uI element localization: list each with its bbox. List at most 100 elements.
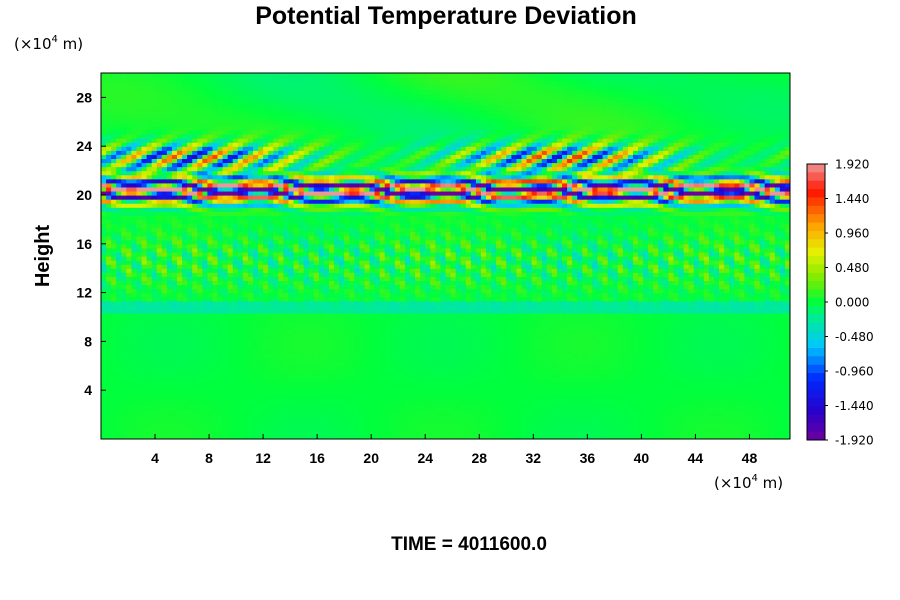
heatmap-cell: [349, 369, 355, 375]
heatmap-cell: [465, 414, 472, 420]
heatmap-cell: [668, 317, 675, 322]
heatmap-cell: [587, 292, 594, 298]
heatmap-cell: [106, 357, 112, 363]
heatmap-cell: [354, 402, 360, 408]
heatmap-cell: [440, 369, 447, 375]
heatmap-cell: [622, 321, 629, 326]
heatmap-cell: [207, 317, 214, 322]
heatmap-cell: [197, 361, 203, 367]
heatmap-cell: [136, 361, 143, 367]
heatmap-cell: [536, 308, 543, 314]
heatmap-cell: [121, 333, 127, 338]
heatmap-cell: [101, 406, 107, 412]
heatmap-cell: [399, 304, 406, 310]
heatmap-cell: [217, 386, 224, 391]
heatmap-cell: [283, 292, 290, 298]
heatmap-cell: [273, 406, 279, 412]
heatmap-cell: [247, 341, 254, 347]
heatmap-cell: [339, 300, 345, 306]
heatmap-cell: [399, 402, 406, 408]
heatmap-cell: [562, 378, 568, 383]
heatmap-cell: [369, 365, 376, 371]
heatmap-cell: [176, 317, 183, 322]
heatmap-cell: [460, 373, 467, 379]
heatmap-cell: [227, 414, 234, 420]
heatmap-cell: [344, 304, 350, 310]
heatmap-cell: [106, 300, 112, 306]
heatmap-cell: [622, 300, 629, 306]
heatmap-cell: [602, 414, 609, 420]
heatmap-cell: [374, 373, 381, 379]
heatmap-cell: [501, 337, 507, 342]
heatmap-cell: [252, 329, 259, 334]
heatmap-cell: [749, 304, 756, 310]
heatmap-cell: [572, 337, 578, 342]
heatmap-cell: [496, 430, 502, 436]
heatmap-cell: [516, 373, 523, 379]
heatmap-cell: [404, 296, 411, 302]
heatmap-cell: [237, 402, 244, 408]
heatmap-cell: [389, 308, 396, 314]
heatmap-cell: [658, 386, 664, 391]
heatmap-cell: [587, 394, 594, 399]
heatmap-cell: [612, 361, 619, 367]
heatmap-cell: [455, 292, 462, 298]
heatmap-cell: [506, 288, 512, 294]
heatmap-cell: [450, 325, 457, 330]
heatmap-cell: [323, 402, 330, 408]
heatmap-cell: [111, 349, 117, 355]
heatmap-cell: [511, 337, 518, 342]
heatmap-cell: [556, 308, 563, 314]
heatmap-cell: [597, 390, 604, 395]
heatmap-cell: [678, 349, 685, 355]
heatmap-cell: [116, 312, 122, 318]
heatmap-cell: [420, 414, 426, 420]
heatmap-cell: [242, 430, 249, 436]
heatmap-cell: [131, 386, 138, 391]
heatmap-cell: [146, 430, 153, 436]
heatmap-cell: [708, 398, 715, 403]
heatmap-cell: [617, 382, 624, 387]
heatmap-cell: [567, 337, 573, 342]
heatmap-cell: [749, 296, 756, 302]
heatmap-cell: [161, 382, 168, 387]
heatmap-cell: [308, 337, 315, 342]
heatmap-cell: [232, 345, 239, 351]
heatmap-cell: [632, 398, 639, 403]
heatmap-cell: [491, 357, 497, 363]
heatmap-cell: [415, 402, 421, 408]
heatmap-cell: [749, 341, 756, 347]
heatmap-cell: [673, 329, 680, 334]
heatmap-cell: [784, 292, 790, 298]
heatmap-cell: [192, 434, 198, 439]
heatmap-cell: [430, 434, 436, 439]
heatmap-cell: [349, 288, 355, 294]
heatmap-cell: [318, 312, 325, 318]
heatmap-cell: [420, 390, 426, 395]
heatmap-cell: [759, 300, 766, 306]
heatmap-cell: [111, 292, 117, 298]
heatmap-cell: [749, 386, 756, 391]
heatmap-cell: [638, 410, 644, 416]
heatmap-cell: [744, 406, 751, 412]
heatmap-cell: [632, 341, 639, 347]
heatmap-cell: [101, 369, 107, 375]
heatmap-cell: [126, 394, 132, 399]
heatmap-cell: [339, 394, 345, 399]
heatmap-cell: [379, 333, 386, 338]
heatmap-cell: [501, 422, 507, 428]
heatmap-cell: [207, 304, 214, 310]
heatmap-cell: [784, 325, 790, 330]
heatmap-cell: [714, 422, 720, 428]
heatmap-cell: [258, 329, 264, 334]
heatmap-cell: [111, 390, 117, 395]
heatmap-cell: [146, 414, 153, 420]
heatmap-cell: [268, 382, 274, 387]
heatmap-cell: [298, 398, 305, 403]
heatmap-cell: [328, 410, 335, 416]
heatmap-cell: [161, 321, 168, 326]
heatmap-cell: [714, 349, 720, 355]
heatmap-cell: [556, 353, 563, 359]
heatmap-cell: [106, 292, 112, 298]
heatmap-cell: [318, 304, 325, 310]
